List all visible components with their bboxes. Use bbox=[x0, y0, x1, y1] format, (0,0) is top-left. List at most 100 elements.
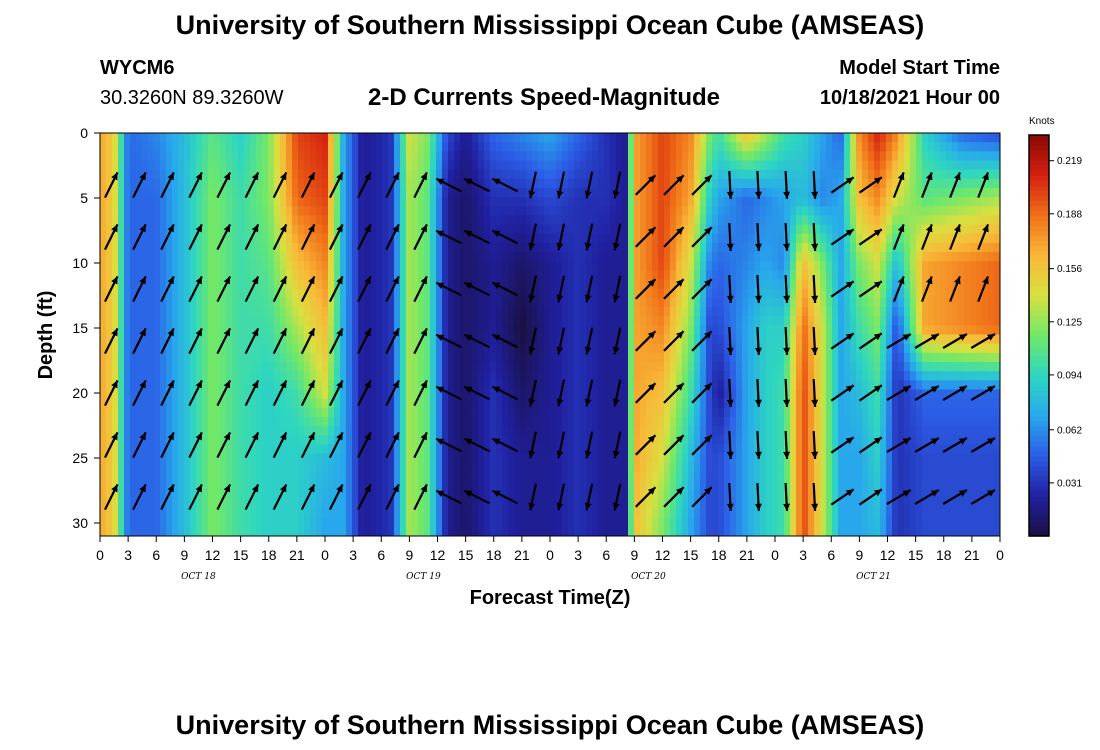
heatmap-cell bbox=[628, 490, 635, 500]
heatmap-cell bbox=[166, 151, 173, 162]
heatmap-cell bbox=[262, 444, 269, 455]
heatmap-cell bbox=[424, 142, 431, 152]
heatmap-cell bbox=[460, 526, 467, 536]
heatmap-cell bbox=[238, 371, 245, 381]
heatmap-cell bbox=[538, 481, 545, 491]
heatmap-cell bbox=[286, 178, 293, 189]
heatmap-cell bbox=[106, 279, 113, 290]
heatmap-cell bbox=[166, 242, 173, 253]
heatmap-cell bbox=[466, 481, 473, 491]
heatmap-cell bbox=[724, 242, 731, 253]
heatmap-cell bbox=[232, 279, 239, 290]
heatmap-cell bbox=[148, 288, 155, 299]
heatmap-cell bbox=[760, 453, 767, 464]
heatmap-cell bbox=[748, 169, 755, 180]
heatmap-cell bbox=[658, 490, 665, 500]
heatmap-cell bbox=[634, 435, 641, 446]
heatmap-cell bbox=[388, 334, 395, 345]
heatmap-cell bbox=[508, 233, 515, 244]
heatmap-cell bbox=[520, 435, 527, 446]
heatmap-cell bbox=[298, 215, 305, 226]
heatmap-cell bbox=[766, 206, 773, 217]
heatmap-cell bbox=[694, 426, 701, 436]
heatmap-cell bbox=[280, 453, 287, 464]
heatmap-cell bbox=[256, 169, 263, 180]
heatmap-cell bbox=[478, 398, 485, 409]
heatmap-cell bbox=[670, 416, 677, 427]
heatmap-cell bbox=[742, 242, 749, 253]
heatmap-cell bbox=[202, 481, 209, 491]
heatmap-cell bbox=[124, 252, 131, 262]
heatmap-cell bbox=[712, 270, 719, 281]
heatmap-cell bbox=[340, 444, 347, 455]
heatmap-cell bbox=[712, 343, 719, 354]
heatmap-cell bbox=[562, 279, 569, 290]
heatmap-cell bbox=[376, 380, 383, 391]
heatmap-cell bbox=[100, 352, 107, 363]
heatmap-cell bbox=[634, 133, 641, 143]
heatmap-cell bbox=[322, 325, 329, 336]
heatmap-cell bbox=[652, 508, 659, 519]
heatmap-cell bbox=[766, 499, 773, 510]
heatmap-cell bbox=[694, 462, 701, 473]
heatmap-cell bbox=[496, 407, 503, 418]
heatmap-cell bbox=[664, 389, 671, 400]
heatmap-cell bbox=[652, 343, 659, 354]
heatmap-cell bbox=[190, 233, 197, 244]
heatmap-cell bbox=[364, 270, 371, 281]
heatmap-cell bbox=[748, 334, 755, 345]
heatmap-cell bbox=[454, 343, 461, 354]
heatmap-cell bbox=[160, 508, 167, 519]
heatmap-cell bbox=[526, 288, 533, 299]
heatmap-cell bbox=[202, 471, 209, 482]
heatmap-cell bbox=[172, 187, 179, 198]
heatmap-cell bbox=[652, 371, 659, 381]
heatmap-cell bbox=[358, 389, 365, 400]
heatmap-cell bbox=[202, 160, 209, 171]
heatmap-cell bbox=[616, 270, 623, 281]
heatmap-cell bbox=[382, 490, 389, 500]
heatmap-cell bbox=[658, 508, 665, 519]
heatmap-cell bbox=[208, 371, 215, 381]
heatmap-cell bbox=[568, 160, 575, 171]
heatmap-cell bbox=[556, 334, 563, 345]
heatmap-cell bbox=[670, 142, 677, 152]
heatmap-cell bbox=[118, 526, 125, 536]
heatmap-cell bbox=[262, 490, 269, 500]
heatmap-cell bbox=[412, 380, 419, 391]
heatmap-cell bbox=[670, 242, 677, 253]
heatmap-cell bbox=[214, 288, 221, 299]
heatmap-cell bbox=[568, 233, 575, 244]
heatmap-cell bbox=[694, 361, 701, 372]
heatmap-cell bbox=[388, 270, 395, 281]
heatmap-cell bbox=[664, 490, 671, 500]
heatmap-cell bbox=[208, 508, 215, 519]
heatmap-cell bbox=[160, 490, 167, 500]
heatmap-cell bbox=[454, 499, 461, 510]
heatmap-cell bbox=[328, 526, 335, 536]
heatmap-cell bbox=[418, 426, 425, 436]
heatmap-cell bbox=[676, 233, 683, 244]
heatmap-cell bbox=[682, 160, 689, 171]
heatmap-cell bbox=[670, 435, 677, 446]
heatmap-cell bbox=[544, 187, 551, 198]
heatmap-cell bbox=[256, 187, 263, 198]
heatmap-cell bbox=[226, 297, 233, 308]
heatmap-cell bbox=[196, 508, 203, 519]
heatmap-cell bbox=[616, 133, 623, 143]
heatmap-cell bbox=[328, 361, 335, 372]
heatmap-cell bbox=[310, 133, 317, 143]
heatmap-cell bbox=[502, 334, 509, 345]
heatmap-cell bbox=[214, 270, 221, 281]
heatmap-cell bbox=[766, 307, 773, 317]
heatmap-cell bbox=[460, 169, 467, 180]
heatmap-cell bbox=[382, 288, 389, 299]
heatmap-cell bbox=[688, 261, 695, 271]
heatmap-cell bbox=[676, 215, 683, 226]
heatmap-cell bbox=[280, 416, 287, 427]
heatmap-cell bbox=[382, 169, 389, 180]
heatmap-cell bbox=[220, 517, 227, 528]
heatmap-cell bbox=[166, 187, 173, 198]
heatmap-cell bbox=[592, 444, 599, 455]
heatmap-cell bbox=[238, 508, 245, 519]
